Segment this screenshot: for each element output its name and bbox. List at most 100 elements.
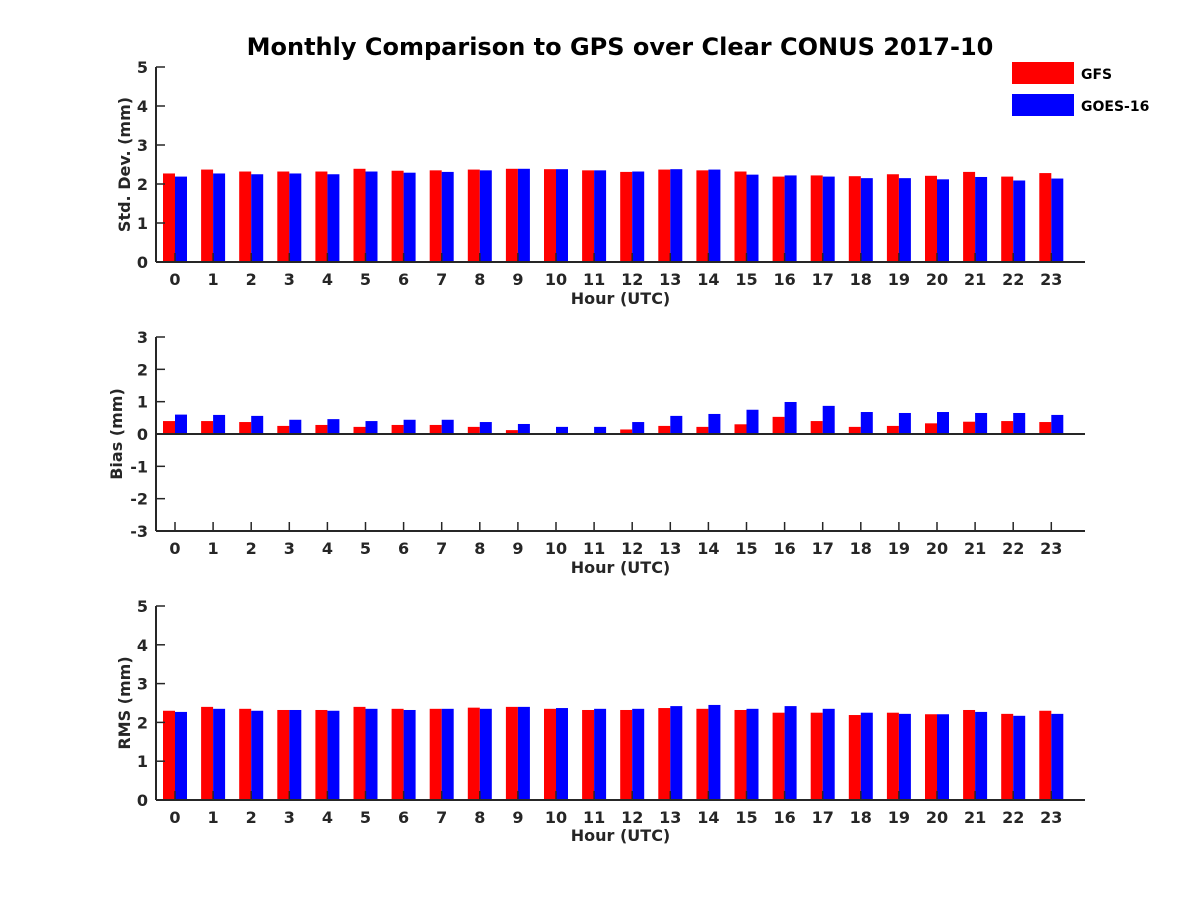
rms-xtick-label: 15	[735, 808, 757, 827]
stddev-bar-gfs-hour-4	[315, 171, 328, 262]
rms-bar-gfs-hour-11	[582, 709, 595, 800]
rms-xtick-label: 12	[621, 808, 643, 827]
bias-ytick-label: 1	[137, 393, 148, 412]
bias-bar-goes16-hour-9	[517, 423, 530, 434]
stddev-bar-gfs-hour-19	[886, 174, 899, 262]
bias-bar-gfs-hour-16	[772, 416, 785, 434]
stddev-xtick-label: 9	[512, 270, 523, 289]
rms-xtick-label: 5	[360, 808, 371, 827]
rms-xtick-label: 0	[169, 808, 180, 827]
rms-bar-gfs-hour-1	[201, 706, 214, 800]
rms-ytick-label: 0	[137, 791, 148, 810]
bias-bar-goes16-hour-16	[784, 401, 797, 434]
stddev-bar-gfs-hour-23	[1039, 173, 1052, 262]
bias-bar-gfs-hour-12	[620, 429, 633, 434]
stddev-xtick-label: 1	[208, 270, 219, 289]
rms-bar-goes16-hour-7	[441, 708, 454, 800]
bias-xtick-label: 13	[659, 539, 681, 558]
stddev-bar-gfs-hour-18	[848, 176, 861, 262]
stddev-bar-goes16-hour-8	[479, 170, 492, 262]
bias-bar-gfs-hour-9	[505, 430, 518, 434]
rms-bar-goes16-hour-6	[403, 709, 416, 800]
bias-bar-goes16-hour-8	[479, 422, 492, 434]
rms-xtick-label: 21	[964, 808, 986, 827]
rms-xtick-label: 22	[1002, 808, 1024, 827]
bias-bar-gfs-hour-17	[810, 421, 823, 434]
legend-swatch-goes16	[1012, 94, 1074, 116]
stddev-ytick-label: 1	[137, 214, 148, 233]
bias-bar-goes16-hour-19	[898, 412, 911, 434]
bias-bar-gfs-hour-15	[734, 424, 747, 434]
stddev-xtick-label: 6	[398, 270, 409, 289]
stddev-bar-goes16-hour-19	[898, 178, 911, 262]
rms-bar-gfs-hour-13	[658, 708, 671, 800]
stddev-xtick-label: 22	[1002, 270, 1024, 289]
stddev-bar-gfs-hour-11	[582, 170, 595, 262]
bias-xtick-label: 8	[474, 539, 485, 558]
stddev-bar-goes16-hour-9	[517, 168, 530, 262]
stddev-xtick-label: 4	[322, 270, 333, 289]
stddev-bar-goes16-hour-0	[175, 176, 187, 262]
stddev-bar-gfs-hour-21	[963, 171, 976, 262]
bias-xtick-label: 21	[964, 539, 986, 558]
stddev-bar-goes16-hour-13	[670, 169, 683, 262]
stddev-bar-goes16-hour-7	[441, 171, 454, 262]
chart-title: Monthly Comparison to GPS over Clear CON…	[247, 33, 994, 61]
stddev-bar-goes16-hour-22	[1013, 180, 1026, 262]
stddev-bar-gfs-hour-1	[201, 169, 214, 262]
rms-bar-goes16-hour-9	[517, 706, 530, 800]
stddev-bar-gfs-hour-6	[391, 170, 404, 262]
rms-ytick-label: 5	[137, 597, 148, 616]
rms-ytick-label: 1	[137, 752, 148, 771]
stddev-bar-gfs-hour-20	[925, 175, 937, 262]
rms-bar-goes16-hour-1	[213, 708, 226, 800]
stddev-xtick-label: 19	[888, 270, 910, 289]
rms-xtick-label: 4	[322, 808, 333, 827]
bias-bar-goes16-hour-18	[860, 412, 873, 434]
stddev-ytick-label: 5	[137, 58, 148, 77]
bias-ytick-label: 0	[137, 425, 148, 444]
stddev-xtick-label: 11	[583, 270, 605, 289]
bias-bar-gfs-hour-2	[239, 422, 252, 434]
bias-bar-gfs-hour-7	[429, 424, 442, 434]
bias-xtick-label: 14	[697, 539, 719, 558]
rms-xtick-label: 10	[545, 808, 567, 827]
rms-bar-gfs-hour-2	[239, 708, 252, 800]
stddev-xtick-label: 10	[545, 270, 567, 289]
rms-bar-goes16-hour-16	[784, 706, 797, 800]
bias-bar-goes16-hour-7	[441, 419, 454, 434]
stddev-bar-gfs-hour-0	[163, 173, 175, 262]
rms-bar-goes16-hour-8	[479, 708, 492, 800]
bias-bar-gfs-hour-23	[1039, 422, 1052, 434]
stddev-bar-goes16-hour-10	[556, 169, 568, 262]
bias-bar-goes16-hour-3	[289, 419, 302, 434]
stddev-bar-gfs-hour-3	[277, 171, 290, 262]
rms-bar-gfs-hour-6	[391, 708, 404, 800]
stddev-bar-goes16-hour-18	[860, 178, 873, 262]
bias-xtick-label: 16	[773, 539, 795, 558]
rms-x-axis-label: Hour (UTC)	[571, 826, 671, 845]
rms-y-axis-label: RMS (mm)	[115, 656, 134, 749]
stddev-bar-gfs-hour-16	[772, 176, 785, 262]
stddev-xtick-label: 0	[169, 270, 180, 289]
stddev-y-axis-label: Std. Dev. (mm)	[115, 97, 134, 232]
rms-bar-goes16-hour-21	[975, 711, 988, 800]
rms-bar-goes16-hour-17	[822, 708, 835, 800]
legend-label-gfs: GFS	[1081, 67, 1112, 83]
rms-bar-goes16-hour-14	[708, 704, 721, 800]
bias-xtick-label: 7	[436, 539, 447, 558]
rms-bar-goes16-hour-18	[860, 712, 873, 800]
bias-bar-goes16-hour-23	[1051, 414, 1064, 434]
stddev-bar-gfs-hour-13	[658, 169, 671, 262]
rms-bar-gfs-hour-12	[620, 709, 633, 800]
bias-bar-goes16-hour-1	[213, 414, 226, 434]
bias-bar-gfs-hour-21	[963, 421, 976, 434]
rms-bar-goes16-hour-0	[175, 711, 187, 800]
stddev-bar-goes16-hour-1	[213, 173, 226, 262]
stddev-xtick-label: 8	[474, 270, 485, 289]
rms-bar-gfs-hour-15	[734, 709, 747, 800]
bias-bar-gfs-hour-8	[467, 426, 480, 434]
bias-xtick-label: 11	[583, 539, 605, 558]
bias-bar-gfs-hour-1	[201, 421, 214, 434]
